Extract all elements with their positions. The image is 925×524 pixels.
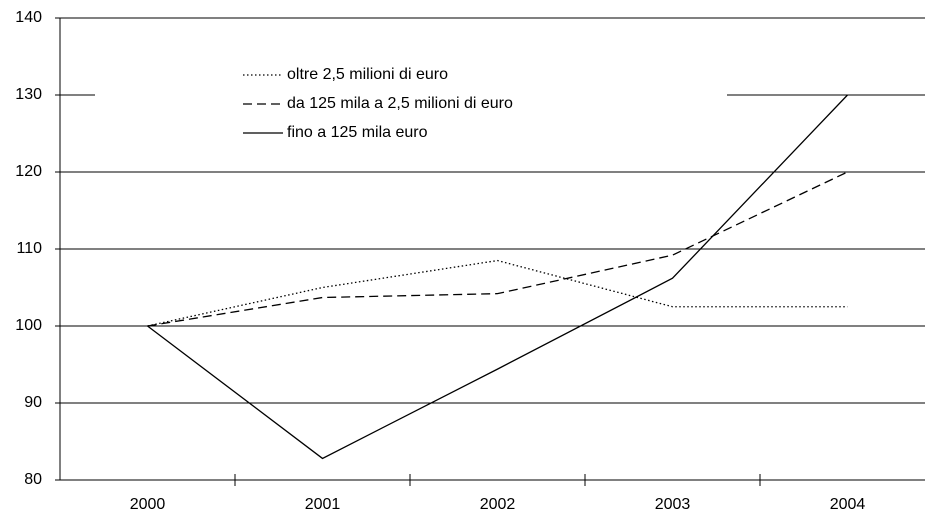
y-tick-label: 110 <box>16 240 42 257</box>
y-tick-label: 90 <box>24 394 42 411</box>
legend-label: da 125 mila a 2,5 milioni di euro <box>287 95 513 112</box>
series-line <box>147 94 848 460</box>
y-tick-label: 100 <box>15 317 42 334</box>
y-tick-label: 130 <box>15 86 42 103</box>
x-tick-label: 2003 <box>655 496 691 513</box>
y-tick-label: 120 <box>15 163 42 180</box>
y-tick-label: 80 <box>24 471 42 488</box>
series-line <box>147 259 848 327</box>
legend-label: fino a 125 mila euro <box>287 124 428 141</box>
x-tick-label: 2001 <box>305 496 341 513</box>
series-line <box>147 171 848 327</box>
x-tick-label: 2004 <box>830 496 866 513</box>
y-tick-label: 140 <box>15 9 42 26</box>
x-tick-label: 2000 <box>130 496 166 513</box>
x-tick-label: 2002 <box>480 496 516 513</box>
legend-label: oltre 2,5 milioni di euro <box>287 66 448 83</box>
